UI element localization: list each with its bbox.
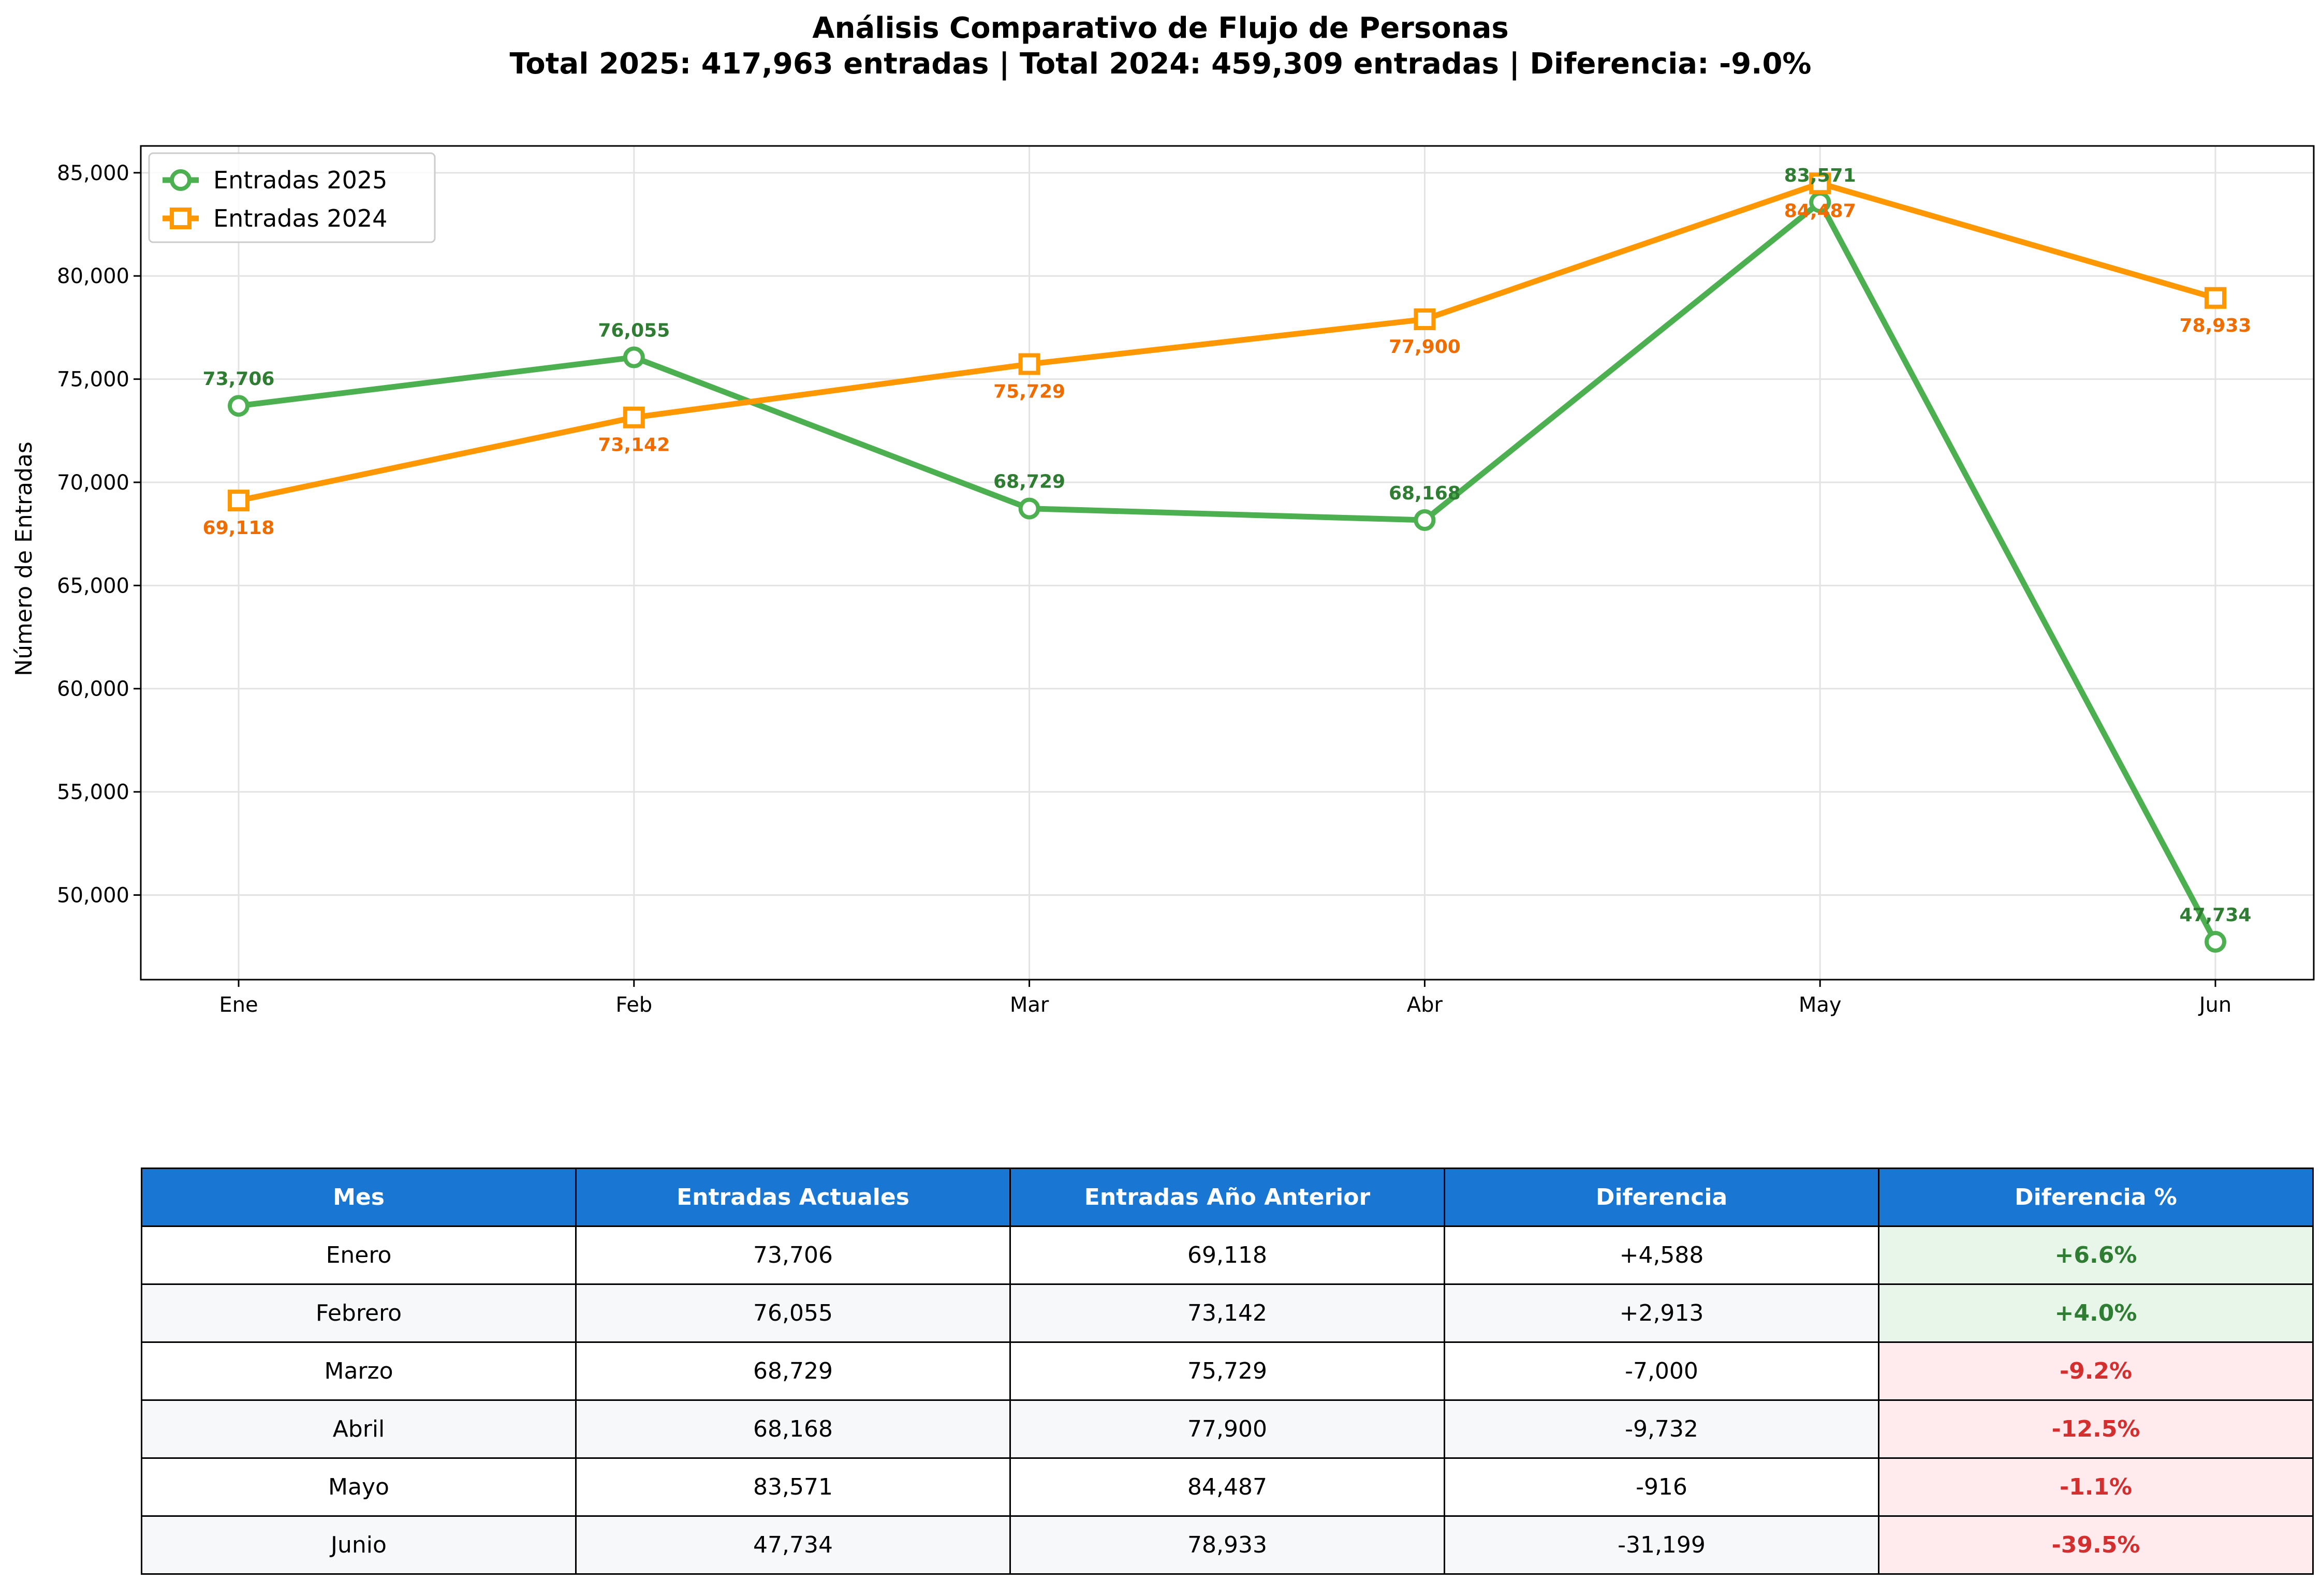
- data-point-2025: [1018, 497, 1040, 520]
- cell-anterior: 75,729: [1009, 1341, 1445, 1401]
- cell-anterior: 84,487: [1009, 1457, 1445, 1517]
- table-row: Abril 68,168 77,900 -9,732 -12.5%: [141, 1399, 2314, 1459]
- y-tick-label: 85,000: [57, 161, 129, 185]
- header-diferencia: Diferencia: [1444, 1168, 1879, 1227]
- cell-actual: 68,168: [575, 1399, 1011, 1459]
- comparison-table-wrapper: Mes Entradas Actuales Entradas Año Anter…: [141, 1168, 2314, 1575]
- cell-diferencia-pct: -12.5%: [1878, 1399, 2314, 1459]
- cell-mes: Enero: [141, 1225, 577, 1285]
- x-tick-label: Feb: [615, 993, 652, 1017]
- cell-diferencia-pct: -9.2%: [1878, 1341, 2314, 1401]
- data-point-2024: [1018, 353, 1040, 375]
- data-point-2024: [2205, 287, 2226, 309]
- data-label-2025: 73,706: [203, 368, 275, 390]
- series-lines: [228, 172, 2226, 953]
- table-row: Enero 73,706 69,118 +4,588 +6.6%: [141, 1225, 2314, 1285]
- table-row: Junio 47,734 78,933 -31,199 -39.5%: [141, 1515, 2314, 1575]
- cell-mes: Febrero: [141, 1283, 577, 1343]
- cell-diferencia: -7,000: [1444, 1341, 1879, 1401]
- y-axis-label: Número de Entradas: [11, 441, 37, 676]
- data-label-2025: 68,168: [1389, 483, 1461, 504]
- cell-mes: Abril: [141, 1399, 577, 1459]
- x-tick-label: Jun: [2198, 993, 2232, 1017]
- cell-actual: 68,729: [575, 1341, 1011, 1401]
- header-diferencia-pct: Diferencia %: [1878, 1168, 2314, 1227]
- data-point-2024: [1414, 308, 1436, 330]
- cell-anterior: 78,933: [1009, 1515, 1445, 1575]
- cell-anterior: 69,118: [1009, 1225, 1445, 1285]
- data-label-2024: 84,487: [1784, 200, 1856, 221]
- table-row: Mayo 83,571 84,487 -916 -1.1%: [141, 1457, 2314, 1517]
- data-point-2024: [228, 490, 249, 512]
- legend-label-2024: Entradas 2024: [213, 204, 387, 232]
- data-label-2025: 47,734: [2180, 905, 2252, 926]
- cell-actual: 76,055: [575, 1283, 1011, 1343]
- y-tick-label: 50,000: [57, 884, 129, 908]
- cell-diferencia-pct: -1.1%: [1878, 1457, 2314, 1517]
- x-tick-label: Abr: [1407, 993, 1443, 1017]
- data-label-2024: 69,118: [203, 518, 275, 539]
- x-tick-label: May: [1799, 993, 1842, 1017]
- y-tick-label: 75,000: [57, 368, 129, 392]
- cell-mes: Marzo: [141, 1341, 577, 1401]
- legend-marker-2025: [170, 169, 192, 191]
- data-point-2025: [1414, 509, 1436, 531]
- y-tick-label: 80,000: [57, 264, 129, 288]
- cell-anterior: 73,142: [1009, 1283, 1445, 1343]
- data-labels: 73,706 76,055 68,729 68,168 83,571 47,734 69,1…: [203, 165, 2252, 926]
- plot-frame: [140, 145, 2315, 981]
- grid-lines: [141, 146, 2314, 980]
- axes: 50,000 55,000 60,000 65,000 70,000 75,000 80,0…: [57, 145, 2315, 1017]
- y-tick-label: 55,000: [57, 780, 129, 804]
- data-point-2025: [623, 346, 645, 368]
- header-entradas-anterior: Entradas Año Anterior: [1009, 1168, 1445, 1227]
- header-mes: Mes: [141, 1168, 577, 1227]
- header-entradas-actuales: Entradas Actuales: [575, 1168, 1011, 1227]
- cell-actual: 73,706: [575, 1225, 1011, 1285]
- series-line-2024: [236, 180, 2219, 504]
- x-tick-label: Mar: [1010, 993, 1049, 1017]
- series-line-2025: [236, 199, 2219, 945]
- data-point-2024: [1809, 172, 1831, 195]
- cell-diferencia: +2,913: [1444, 1283, 1879, 1343]
- chart-subtitle: Total 2025: 417,963 entradas | Total 202…: [509, 47, 1811, 81]
- chart-title: Análisis Comparativo de Flujo de Persona…: [812, 11, 1508, 45]
- table-row: Febrero 76,055 73,142 +2,913 +4.0%: [141, 1283, 2314, 1343]
- cell-diferencia-pct: +4.0%: [1878, 1283, 2314, 1343]
- cell-diferencia: -9,732: [1444, 1399, 1879, 1459]
- cell-diferencia-pct: -39.5%: [1878, 1515, 2314, 1575]
- data-point-2024: [623, 406, 645, 428]
- cell-anterior: 77,900: [1009, 1399, 1445, 1459]
- cell-actual: 47,734: [575, 1515, 1011, 1575]
- x-tick-label: Ene: [219, 993, 258, 1017]
- table-header-row: Mes Entradas Actuales Entradas Año Anter…: [141, 1168, 2314, 1227]
- data-point-2025: [2205, 930, 2226, 953]
- cell-diferencia: -31,199: [1444, 1515, 1879, 1575]
- data-label-2024: 78,933: [2180, 315, 2252, 336]
- data-label-2024: 73,142: [598, 435, 670, 456]
- y-tick-label: 60,000: [57, 677, 129, 701]
- data-label-2025: 68,729: [993, 471, 1065, 493]
- cell-mes: Junio: [141, 1515, 577, 1575]
- y-tick-label: 70,000: [57, 471, 129, 495]
- comparison-table: Mes Entradas Actuales Entradas Año Anter…: [141, 1168, 2314, 1575]
- table-row: Marzo 68,729 75,729 -7,000 -9.2%: [141, 1341, 2314, 1401]
- legend-marker-2024: [170, 208, 192, 229]
- cell-diferencia-pct: +6.6%: [1878, 1225, 2314, 1285]
- cell-diferencia: +4,588: [1444, 1225, 1879, 1285]
- cell-diferencia: -916: [1444, 1457, 1879, 1517]
- cell-actual: 83,571: [575, 1457, 1011, 1517]
- data-label-2024: 77,900: [1389, 336, 1461, 358]
- data-label-2025: 83,571: [1784, 165, 1856, 186]
- legend-box: [148, 152, 436, 243]
- data-point-2025: [228, 395, 249, 417]
- y-tick-label: 65,000: [57, 574, 129, 598]
- legend-label-2025: Entradas 2025: [213, 166, 387, 194]
- legend: Entradas 2025 Entradas 2024: [148, 152, 436, 243]
- cell-mes: Mayo: [141, 1457, 577, 1517]
- data-label-2025: 76,055: [598, 320, 670, 342]
- data-label-2024: 75,729: [993, 381, 1065, 403]
